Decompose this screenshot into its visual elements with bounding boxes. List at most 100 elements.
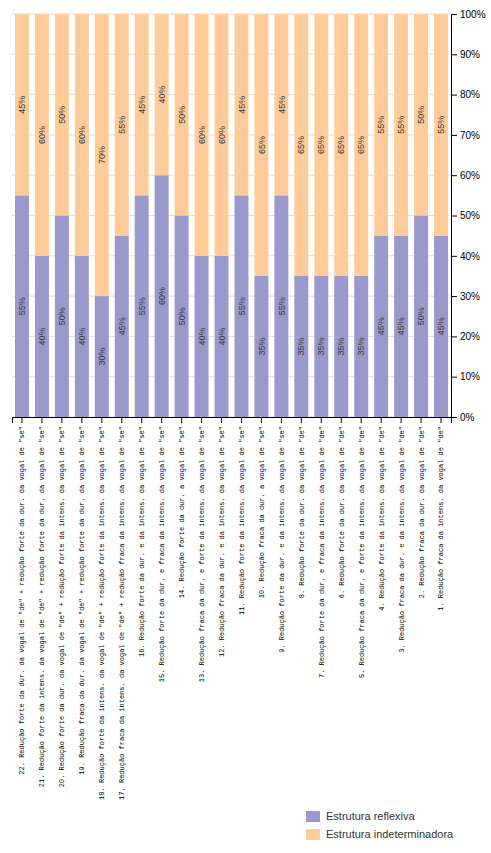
bar: [394, 14, 408, 236]
x-tick-mark: [181, 417, 182, 423]
y-tick: 100%: [451, 9, 486, 20]
x-tick: 14. Redução forte da dur. a vogal de "se…: [178, 417, 186, 598]
x-tick-label: 21. Redução forte da intens. da vogal de…: [38, 426, 46, 787]
x-tick-mark: [241, 417, 242, 423]
x-tick: 19. Redução fraca da dur. da vogal de "d…: [78, 417, 86, 775]
data-label: 55%: [237, 297, 247, 315]
bar: [294, 276, 308, 417]
data-label: 40%: [37, 327, 47, 345]
bar: [414, 14, 428, 216]
bar: [175, 14, 189, 216]
data-label: 55%: [117, 116, 127, 134]
bar: [215, 14, 229, 256]
data-label: 45%: [277, 96, 287, 114]
bar: [15, 195, 29, 417]
y-tick: 60%: [451, 170, 480, 181]
bar: [115, 14, 129, 236]
x-tick: 3. Redução fraca da dur. e da intens. da…: [398, 417, 406, 653]
bar: [354, 276, 368, 417]
x-tick: 5. Redução fraca da dur. e forte da inte…: [358, 417, 366, 678]
bar: [234, 195, 248, 417]
x-tick: 11. Redução forte da intens. da vogal de…: [238, 417, 246, 615]
bar: [274, 14, 288, 195]
x-tick-label: 1. Redução fraca da intens. da vogal de …: [437, 426, 445, 611]
y-tick-mark: [451, 296, 457, 297]
data-label: 60%: [77, 126, 87, 144]
x-tick-label: 20. Redução forte da dur. da vogal de "d…: [58, 426, 66, 787]
bar: [374, 14, 388, 236]
x-tick-label: 7. Redução forte da dur. e fraca da inte…: [318, 426, 326, 678]
data-label: 50%: [57, 106, 67, 124]
legend-label: Estrutura reflexiva: [326, 810, 416, 822]
x-tick-mark: [161, 417, 162, 423]
data-label: 55%: [17, 297, 27, 315]
x-tick: 22. Redução forte da dur. da vogal de "d…: [18, 417, 26, 775]
legend-item: Estrutura indeterminadora: [306, 828, 454, 840]
y-tick-mark: [451, 216, 457, 217]
y-tick: 80%: [451, 89, 480, 100]
y-tick-label: 0%: [460, 412, 475, 423]
bar: [414, 216, 428, 418]
data-label: 60%: [197, 126, 207, 144]
x-tick-label: 12. Redução fraca da dur. e da intens. d…: [218, 426, 226, 657]
y-tick: 30%: [451, 291, 480, 302]
data-label: 35%: [296, 337, 306, 355]
x-tick-label: 10. Redução fraca da dur. a vogal de "se…: [258, 426, 266, 598]
x-tick-mark: [341, 417, 342, 423]
y-tick-label: 30%: [460, 291, 480, 302]
data-label: 45%: [117, 317, 127, 335]
bar: [394, 236, 408, 417]
x-tick-label: 11. Redução forte da intens. da vogal de…: [238, 426, 246, 615]
data-label: 55%: [137, 297, 147, 315]
x-tick-label: 13. Redução fraca da dur. e forte da int…: [198, 426, 206, 682]
x-tick-label: 22. Redução forte da dur. da vogal de "d…: [18, 426, 26, 775]
data-label: 55%: [436, 116, 446, 134]
data-label: 65%: [257, 136, 267, 154]
y-tick: 50%: [451, 210, 480, 221]
data-label: 60%: [157, 287, 167, 305]
bar: [294, 14, 308, 276]
bar: [75, 14, 89, 256]
x-tick: 17. Redução fraca da intens. da vogal de…: [118, 417, 126, 800]
data-label: 35%: [356, 337, 366, 355]
legend-swatch: [306, 829, 320, 840]
bar: [274, 195, 288, 417]
x-tick: 16. Redução forte da dur. e da intens. d…: [138, 417, 146, 657]
bar: [135, 14, 149, 195]
data-label: 45%: [137, 96, 147, 114]
x-tick: 9. Redução forte da dur. e da intens. da…: [278, 417, 286, 653]
x-tick: 13. Redução fraca da dur. e forte da int…: [198, 417, 206, 682]
bars: [15, 14, 448, 417]
data-label: 45%: [396, 317, 406, 335]
bar: [254, 14, 268, 276]
x-tick-label: 14. Redução forte da dur. a vogal de "se…: [178, 426, 186, 598]
y-tick-label: 90%: [460, 49, 480, 60]
y-axis: 0%10%20%30%40%50%60%70%80%90%100%: [451, 9, 486, 423]
bar: [55, 216, 69, 418]
bar: [55, 14, 69, 216]
x-tick: 7. Redução forte da dur. e fraca da inte…: [318, 417, 326, 678]
x-tick-mark: [221, 417, 222, 423]
x-tick: 4. Redução forte da intens. da vogal de …: [378, 417, 386, 611]
x-tick-mark: [61, 417, 62, 423]
x-tick-mark: [261, 417, 262, 423]
y-tick: 0%: [451, 412, 475, 423]
x-tick-mark: [201, 417, 202, 423]
legend-label: Estrutura indeterminadora: [326, 828, 454, 840]
x-tick-label: 15. Redução forte da dur. e fraca da int…: [158, 426, 166, 682]
x-tick-label: 18. Redução forte da intens. da vogal de…: [98, 426, 106, 800]
data-label: 65%: [336, 136, 346, 154]
data-label: 65%: [316, 136, 326, 154]
x-tick-mark: [21, 417, 22, 423]
bar: [155, 175, 169, 417]
x-tick-label: 16. Redução forte da dur. e da intens. d…: [138, 426, 146, 657]
bar: [334, 276, 348, 417]
x-tick: 20. Redução forte da dur. da vogal de "d…: [58, 417, 66, 787]
x-tick-mark: [281, 417, 282, 423]
bar: [195, 256, 209, 417]
data-label: 65%: [296, 136, 306, 154]
data-label: 45%: [237, 96, 247, 114]
x-tick: 10. Redução fraca da dur. a vogal de "se…: [258, 417, 266, 598]
x-tick: 18. Redução forte da intens. da vogal de…: [98, 417, 106, 800]
y-tick-mark: [451, 95, 457, 96]
